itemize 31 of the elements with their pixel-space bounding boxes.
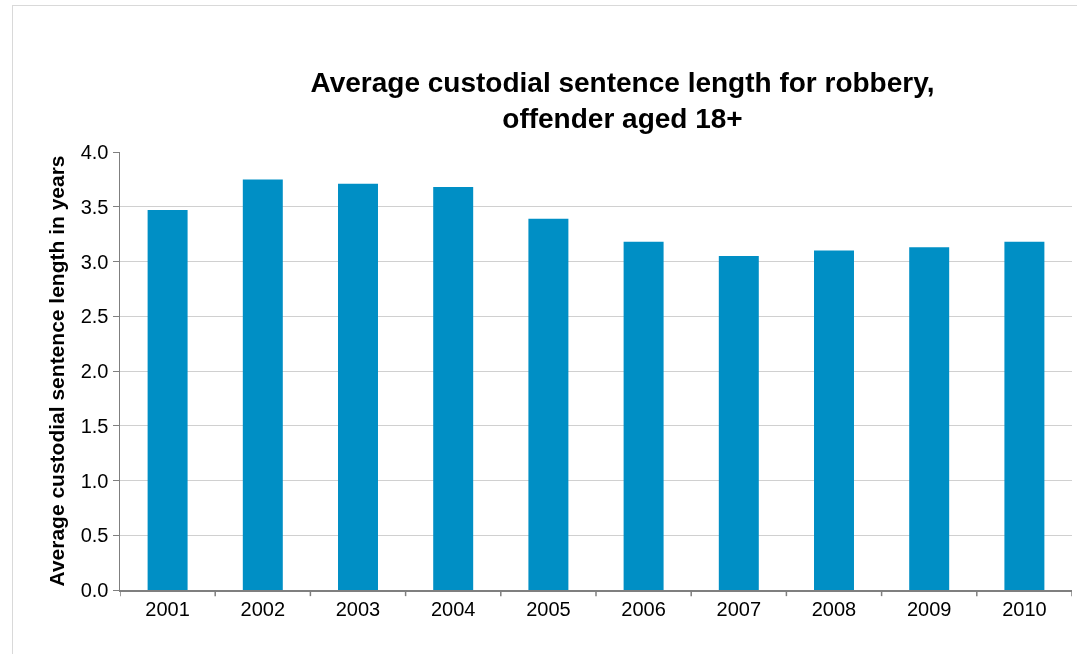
- bar: [338, 183, 378, 590]
- x-tick-label: 2010: [1002, 597, 1047, 620]
- x-tick-label: 2007: [716, 597, 762, 620]
- x-tick-label: 2001: [145, 597, 190, 620]
- bar: [147, 210, 188, 590]
- bar: [909, 247, 950, 590]
- x-tick-label: 2006: [621, 597, 666, 620]
- bar: [718, 256, 759, 590]
- x-tick-label: 2008: [811, 597, 857, 620]
- chart-title: Average custodial sentence length for robbery, offender aged 18+: [310, 66, 935, 134]
- y-tick-label: 3.5: [80, 195, 109, 218]
- y-axis-title: Average custodial sentence length in years: [45, 155, 69, 587]
- bar: [433, 187, 474, 590]
- x-tick-label: 2009: [906, 597, 952, 620]
- x-tick-label: 2004: [430, 597, 476, 620]
- x-tick-label: 2003: [335, 597, 381, 620]
- x-tick-label: 2005: [526, 597, 571, 620]
- bar: [623, 241, 664, 590]
- bar: [242, 179, 283, 590]
- y-tick-label: 1.5: [80, 414, 109, 437]
- y-tick-label: 0.0: [80, 579, 109, 601]
- bar: [1004, 241, 1045, 590]
- y-tick-label: 4.0: [80, 141, 109, 163]
- y-tick-label: 2.5: [80, 305, 109, 328]
- bar: [814, 250, 854, 590]
- y-tick-label: 1.0: [80, 469, 109, 492]
- y-tick-label: 2.0: [80, 360, 109, 382]
- y-tick-label: 3.0: [80, 250, 109, 273]
- x-tick-label: 2002: [240, 597, 286, 620]
- y-tick-label: 0.5: [80, 524, 109, 547]
- bar: [528, 218, 569, 590]
